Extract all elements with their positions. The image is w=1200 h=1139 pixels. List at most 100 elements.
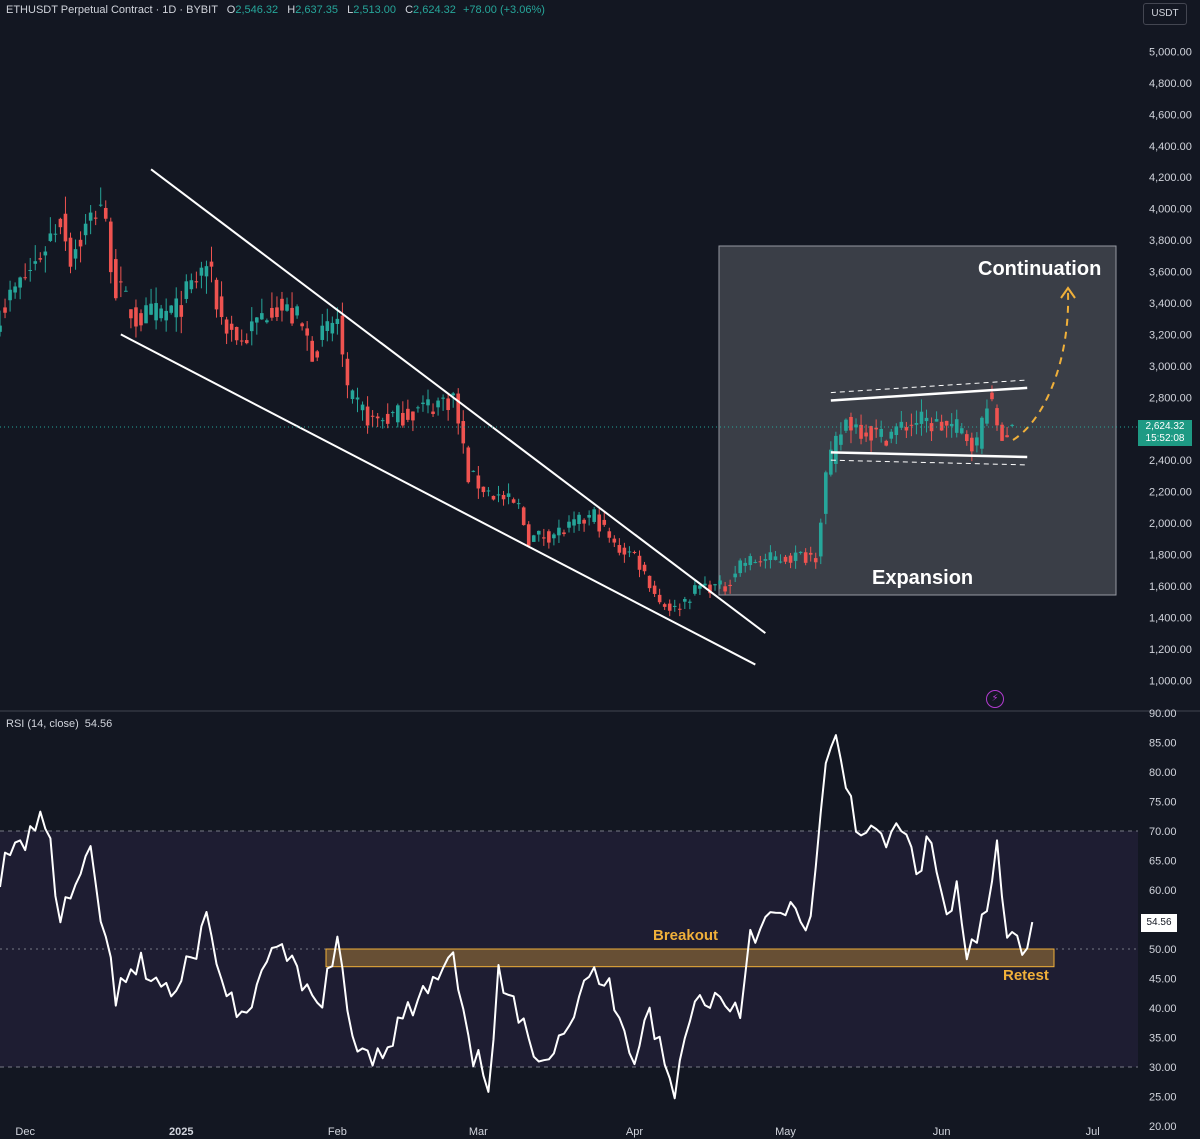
candle-body	[350, 390, 355, 400]
candle-body	[662, 604, 667, 607]
rsi-tick-label: 30.00	[1149, 1062, 1177, 1074]
candle-body	[990, 392, 994, 400]
candle-body	[768, 552, 773, 561]
channel-lower-line[interactable]	[830, 451, 1028, 459]
candle-body	[959, 428, 964, 434]
price-tick-label: 4,800.00	[1149, 78, 1192, 90]
candle-body	[511, 499, 516, 503]
expansion-label: Expansion	[872, 567, 974, 589]
falling-wedge-lower-line[interactable]	[120, 333, 756, 666]
candle-body	[28, 269, 33, 271]
candle-body	[159, 308, 163, 319]
candle-body	[526, 524, 531, 546]
candle-body	[320, 325, 325, 340]
candle-body	[698, 585, 702, 589]
candle-body	[63, 213, 68, 242]
candle-body	[43, 251, 48, 256]
candle-body	[78, 239, 83, 247]
currency-button[interactable]: USDT	[1143, 3, 1187, 25]
breakout-retest-zone[interactable]	[325, 948, 1055, 968]
rsi-header: RSI (14, close) 54.56	[6, 718, 112, 730]
candle-body	[728, 584, 732, 587]
candle-body	[567, 521, 571, 528]
candle-body	[874, 427, 878, 430]
close-value: 2,624.32	[413, 4, 456, 16]
lightning-alert-icon[interactable]: ⚡	[986, 690, 1004, 708]
candle-body	[813, 558, 818, 563]
candle-body	[265, 320, 269, 323]
candle-body	[38, 258, 43, 260]
candle-body	[295, 306, 299, 316]
candle-body	[652, 585, 657, 594]
candle-body	[491, 495, 496, 500]
candle-body	[340, 315, 345, 355]
candle-body	[375, 416, 380, 419]
rsi-label: RSI (14, close)	[6, 718, 79, 730]
candle-body	[803, 552, 808, 563]
candle-body	[310, 340, 314, 362]
candle-body	[360, 404, 365, 411]
candle-body	[844, 419, 848, 431]
candle-body	[607, 531, 612, 538]
time-tick-label: Feb	[328, 1126, 347, 1138]
candle-body	[864, 432, 868, 437]
candle-body	[476, 475, 481, 489]
candle-body	[818, 522, 823, 557]
candles	[0, 187, 1014, 617]
candle-body	[406, 408, 410, 420]
falling-wedge-upper-line[interactable]	[150, 168, 766, 634]
candle-body	[93, 217, 98, 219]
rsi-tick-label: 75.00	[1149, 797, 1177, 809]
candle-body	[244, 340, 249, 344]
candle-body	[345, 358, 350, 386]
candle-body	[370, 415, 375, 417]
candle-body	[390, 412, 395, 414]
time-tick-label: 2025	[169, 1126, 193, 1138]
rsi-tick-label: 90.00	[1149, 708, 1177, 720]
candle-body	[280, 298, 284, 311]
candle-body	[531, 535, 536, 542]
candle-body	[335, 318, 340, 325]
candle-body	[642, 564, 647, 572]
candle-body	[919, 411, 924, 424]
candle-body	[486, 490, 491, 492]
price-tick-label: 2,400.00	[1149, 455, 1192, 467]
rsi-tick-label: 80.00	[1149, 767, 1177, 779]
candle-body	[587, 514, 591, 518]
candle-body	[129, 309, 133, 319]
symbol-title: ETHUSDT Perpetual Contract · 1D · BYBIT	[6, 4, 218, 16]
price-tick-label: 1,200.00	[1149, 644, 1192, 656]
channel-upper-line[interactable]	[830, 386, 1028, 402]
candle-body	[667, 603, 672, 611]
candle-body	[108, 221, 113, 273]
price-tick-label: 3,400.00	[1149, 298, 1192, 310]
candle-body	[773, 556, 778, 560]
price-tick-label: 3,200.00	[1149, 329, 1192, 341]
candle-body	[738, 560, 743, 574]
continuation-label: Continuation	[978, 258, 1102, 280]
candle-body	[934, 419, 939, 422]
candle-body	[8, 289, 12, 301]
candle-body	[683, 599, 687, 602]
candle-body	[134, 307, 138, 327]
candle-body	[305, 328, 309, 336]
price-tick-label: 2,000.00	[1149, 518, 1192, 530]
candle-body	[693, 585, 697, 594]
candle-body	[632, 551, 637, 553]
candle-body	[436, 400, 440, 408]
candle-body	[778, 561, 783, 563]
candle-body	[83, 223, 88, 236]
candle-body	[939, 421, 944, 431]
candle-body	[672, 605, 677, 607]
candle-body	[552, 534, 556, 539]
candle-body	[834, 435, 838, 464]
time-tick-label: Apr	[626, 1126, 643, 1138]
candle-body	[909, 424, 914, 426]
candle-body	[154, 303, 158, 321]
price-tick-label: 4,000.00	[1149, 204, 1192, 216]
candle-body	[521, 507, 526, 526]
candle-body	[385, 413, 390, 424]
candle-body	[119, 281, 123, 283]
candle-body	[677, 608, 682, 610]
